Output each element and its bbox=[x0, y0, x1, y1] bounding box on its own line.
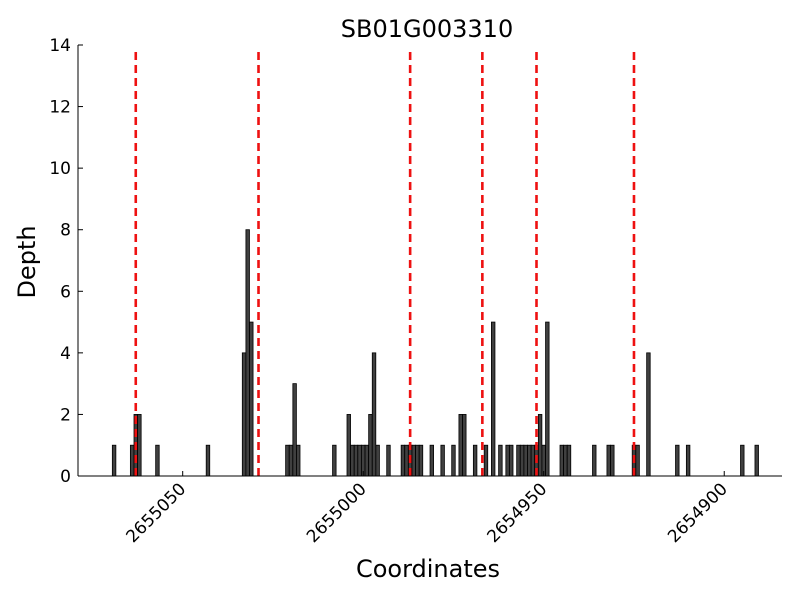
bar bbox=[368, 414, 373, 477]
bar bbox=[332, 444, 337, 477]
bar bbox=[418, 444, 424, 477]
bar bbox=[288, 444, 294, 477]
x-tick-label: 2654950 bbox=[484, 479, 552, 547]
bar bbox=[241, 352, 247, 477]
y-axis-label: Depth bbox=[13, 225, 41, 298]
bar bbox=[754, 444, 759, 477]
y-tick-label: 14 bbox=[49, 36, 71, 56]
bar bbox=[429, 444, 434, 477]
y-tick-label: 4 bbox=[60, 344, 71, 364]
bar bbox=[740, 444, 745, 477]
bar bbox=[129, 444, 135, 477]
plot-area: 0 2 4 6 8 10 12 14 2655050 2655000 2654950 2654900 bbox=[49, 36, 782, 547]
y-tick-label: 8 bbox=[60, 221, 71, 241]
bar bbox=[566, 444, 572, 477]
y-tick-label: 6 bbox=[60, 282, 71, 302]
bar bbox=[559, 444, 564, 477]
bar bbox=[509, 444, 514, 477]
bar bbox=[472, 444, 478, 477]
bar bbox=[386, 444, 391, 477]
x-tick-label: 2654900 bbox=[664, 479, 732, 547]
bar bbox=[375, 444, 380, 477]
bar bbox=[451, 444, 456, 477]
bar bbox=[685, 444, 691, 477]
bar bbox=[353, 444, 359, 477]
bar bbox=[346, 414, 351, 477]
y-tick-label: 10 bbox=[49, 159, 71, 179]
bar bbox=[592, 444, 597, 477]
bar bbox=[545, 321, 550, 477]
bar bbox=[635, 444, 640, 477]
bar bbox=[563, 444, 568, 477]
bar bbox=[400, 444, 406, 477]
bar bbox=[245, 229, 250, 477]
bar bbox=[440, 444, 445, 477]
bar bbox=[205, 444, 211, 477]
chart-title: SB01G003310 bbox=[341, 15, 513, 43]
bar bbox=[285, 444, 290, 477]
bar bbox=[646, 352, 651, 477]
bar bbox=[404, 444, 409, 477]
bar bbox=[523, 444, 528, 477]
bar bbox=[527, 444, 532, 477]
bar bbox=[155, 444, 160, 477]
bar bbox=[491, 321, 496, 477]
bar bbox=[415, 444, 420, 477]
bar bbox=[462, 414, 467, 477]
bar bbox=[458, 414, 463, 477]
bar bbox=[498, 444, 503, 477]
bar bbox=[137, 414, 142, 477]
bar bbox=[371, 352, 377, 477]
bar bbox=[483, 444, 489, 477]
bar bbox=[357, 444, 362, 477]
bar bbox=[610, 444, 615, 477]
bar bbox=[350, 444, 355, 477]
bar bbox=[675, 444, 680, 477]
x-tick-label: 2655050 bbox=[123, 479, 191, 547]
bar bbox=[111, 444, 117, 477]
bar bbox=[411, 444, 416, 477]
bar bbox=[516, 444, 521, 477]
bar bbox=[249, 321, 254, 477]
bar bbox=[364, 444, 369, 477]
y-tick-label: 0 bbox=[60, 467, 71, 487]
bar bbox=[606, 444, 611, 477]
x-tick-label: 2655000 bbox=[303, 479, 371, 547]
bar bbox=[537, 414, 543, 477]
bar bbox=[296, 444, 301, 477]
bar bbox=[530, 444, 536, 477]
bar bbox=[292, 383, 297, 477]
bar bbox=[505, 444, 510, 477]
x-axis-label: Coordinates bbox=[356, 555, 500, 583]
y-tick-label: 2 bbox=[60, 405, 71, 425]
y-tick-label: 12 bbox=[49, 98, 71, 118]
bar bbox=[519, 444, 525, 477]
